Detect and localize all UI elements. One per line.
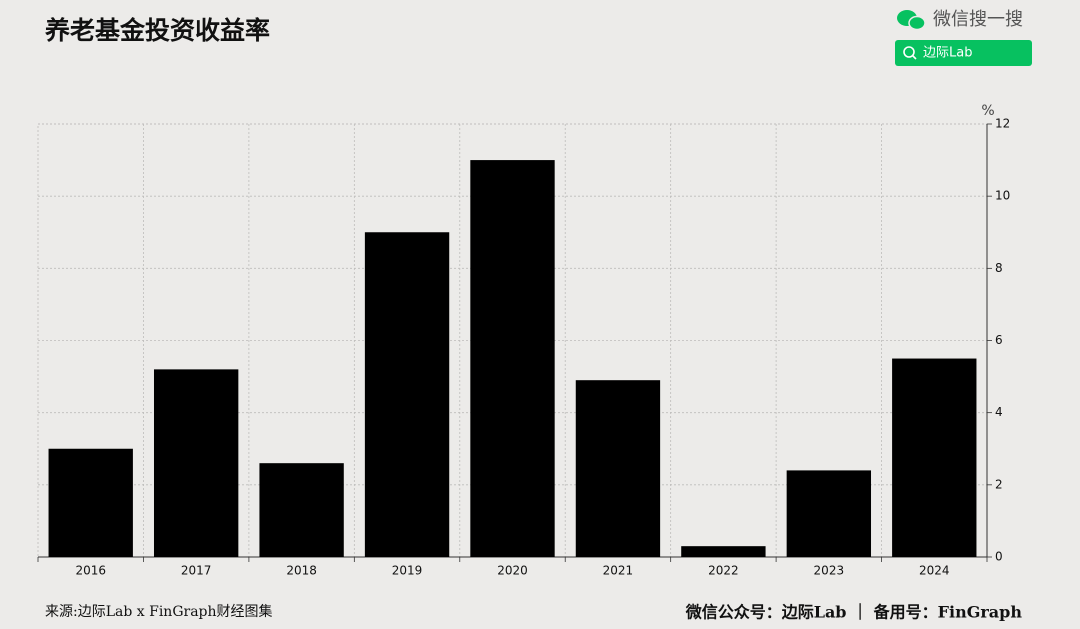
x-tick-label: 2024 [919, 564, 950, 578]
y-tick-label: 2 [995, 477, 1003, 491]
y-tick-label: 12 [995, 117, 1010, 131]
bar [259, 463, 344, 557]
search-button-label[interactable]: 边际Lab [923, 46, 972, 61]
y-tick-label: 10 [995, 189, 1010, 203]
bar [48, 448, 133, 557]
bar [153, 369, 239, 557]
footer: 微信公众号：边际Lab ｜ 备用号：FinGraph [685, 603, 1023, 622]
y-tick-label: 8 [995, 261, 1003, 275]
x-tick-label: 2019 [392, 564, 423, 578]
bar [892, 358, 977, 557]
bar [470, 160, 555, 558]
search-icon [903, 46, 915, 58]
source: 来源:边际Lab x FinGraph财经图集 [45, 603, 273, 620]
search-icon [912, 55, 917, 60]
x-tick-label: 2016 [75, 564, 106, 578]
search-button[interactable] [895, 40, 1032, 66]
x-tick-label: 2023 [814, 564, 845, 578]
x-tick-label: 2017 [181, 564, 212, 578]
x-tick-label: 2022 [708, 564, 739, 578]
bar [681, 546, 766, 557]
y-tick-label: 6 [995, 333, 1003, 347]
bar [786, 470, 872, 557]
chart-title: 养老基金投资收益率 [44, 16, 270, 45]
x-tick-label: 2020 [497, 564, 528, 578]
y-tick-label: 4 [995, 405, 1003, 419]
y-unit: % [981, 103, 994, 119]
search-label: 微信搜一搜 [933, 9, 1023, 30]
y-tick-label: 0 [995, 550, 1003, 564]
bar [364, 232, 450, 557]
wechat-icon [897, 10, 926, 31]
bar [575, 380, 661, 557]
x-tick-label: 2018 [286, 564, 317, 578]
x-tick-label: 2021 [603, 564, 634, 578]
